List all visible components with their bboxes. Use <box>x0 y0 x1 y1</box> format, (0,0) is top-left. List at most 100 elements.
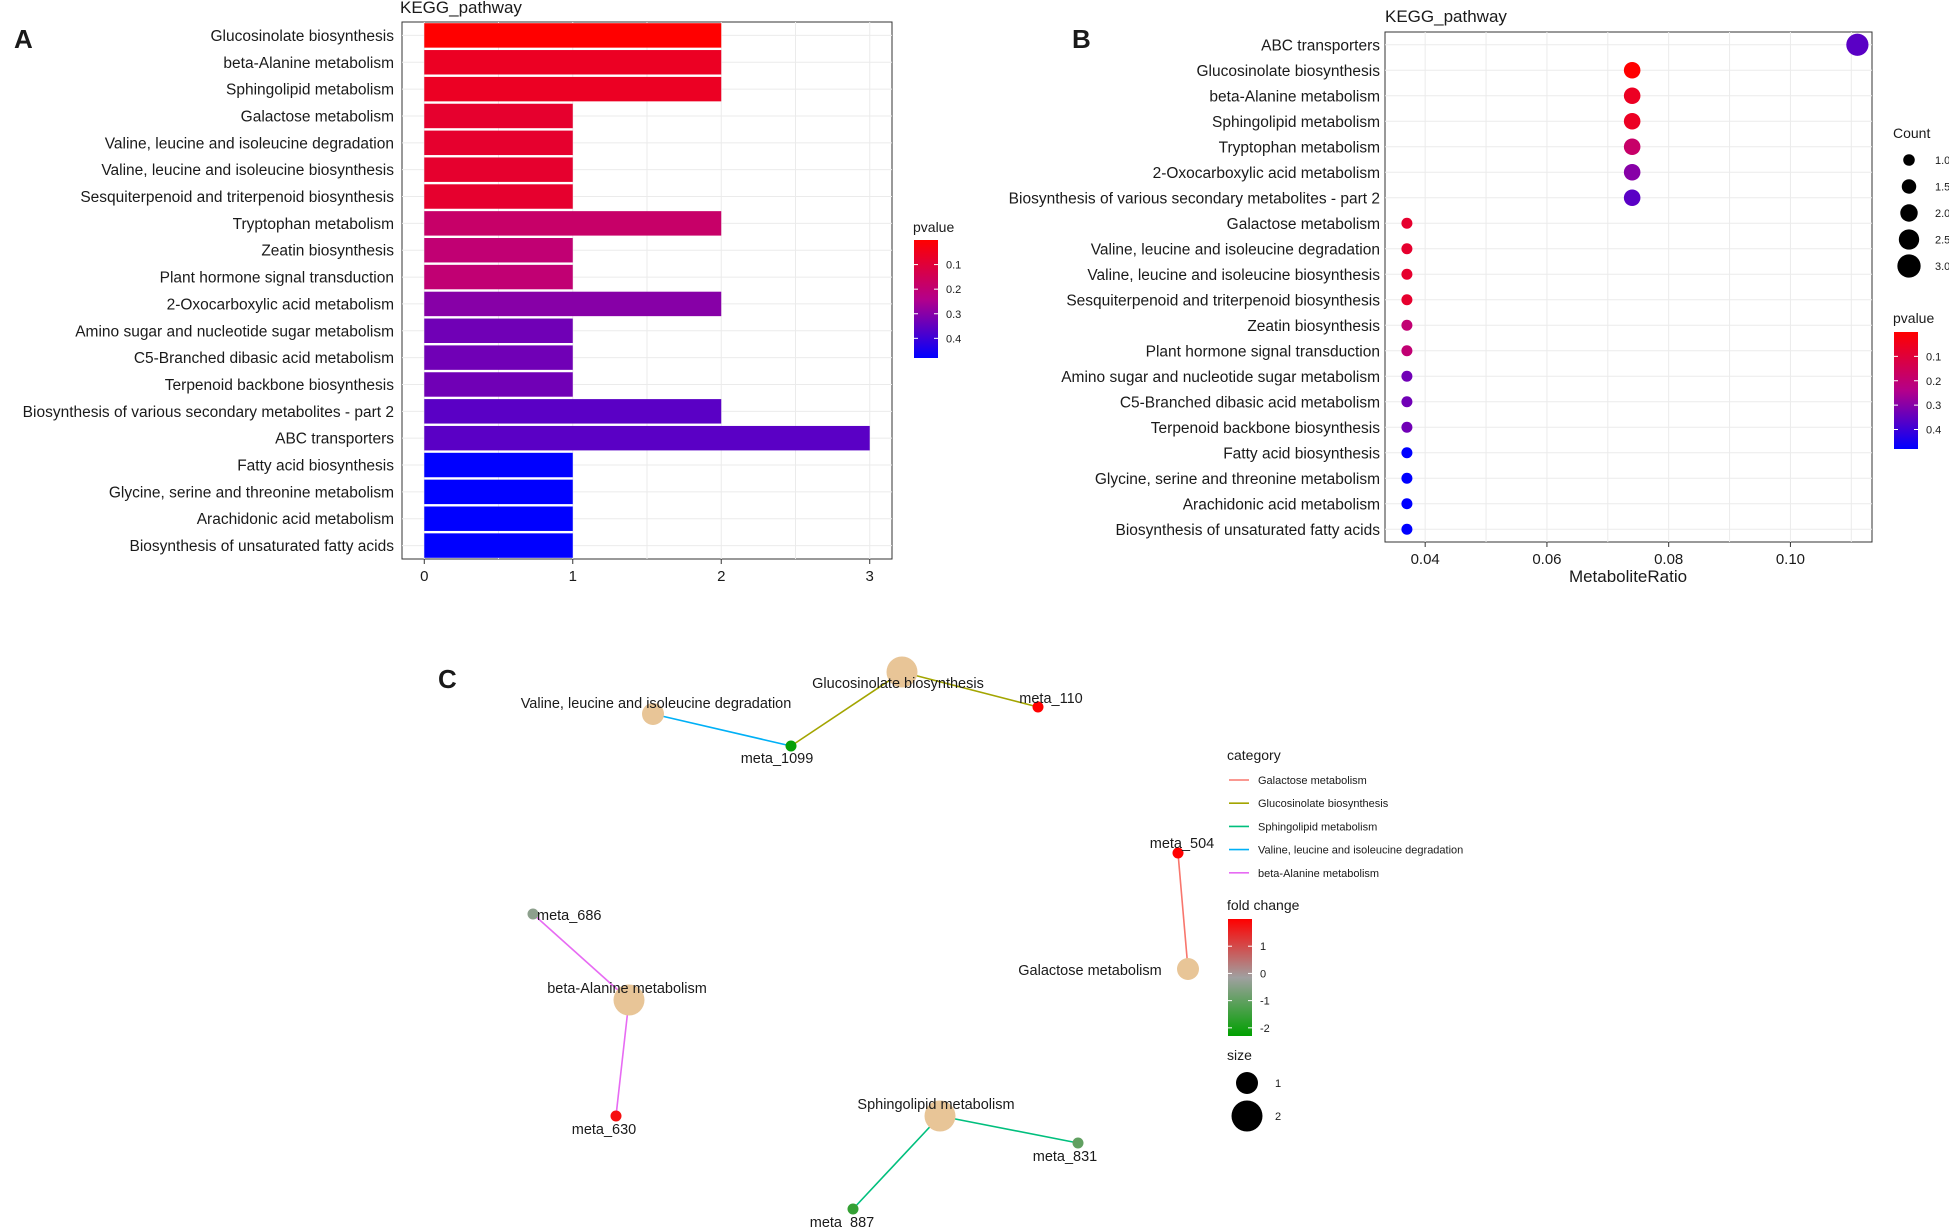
panel-a-bar <box>424 211 722 236</box>
panel-c-size-legend-dot <box>1231 1100 1263 1132</box>
panel-a-y-label: Biosynthesis of unsaturated fatty acids <box>129 538 394 555</box>
panel-a-bar <box>424 372 573 397</box>
panel-c-size-legend-dot <box>1236 1072 1258 1094</box>
panel-a-bars <box>424 23 870 558</box>
panel-c-metabolite-node <box>1172 847 1184 859</box>
panel-b-count-legend-title: Count <box>1893 125 1930 141</box>
panel-c-category-legend-label: Sphingolipid metabolism <box>1258 821 1377 833</box>
panel-c-edge <box>901 671 1039 708</box>
panel-b-dot <box>1401 421 1413 433</box>
panel-a-x-tick-label: 0 <box>420 568 428 585</box>
panel-c-edge <box>939 1115 1079 1144</box>
panel-b-y-label: C5-Branched dibasic acid metabolism <box>1120 394 1380 411</box>
panel-b-count-legend: Count 1.0 1.5 2.0 2.5 3.0 <box>1893 125 1949 278</box>
panel-a-legend-colorbar <box>914 240 938 358</box>
panel-b-dot <box>1401 447 1413 459</box>
panel-b-y-label: Sesquiterpenoid and triterpenoid biosynt… <box>1066 292 1380 309</box>
panel-a-y-label: Valine, leucine and isoleucine degradati… <box>105 135 394 152</box>
panel-a-y-label: Zeatin biosynthesis <box>261 243 394 260</box>
panel-b-y-label: Galactose metabolism <box>1227 216 1380 233</box>
panel-a-bar <box>424 399 722 424</box>
panel-a-pvalue-legend: pvalue 0.1 0.2 0.3 0.4 <box>913 219 961 358</box>
panel-b-y-label: ABC transporters <box>1261 37 1380 54</box>
panel-c-size-legend-label: 1 <box>1275 1078 1281 1090</box>
panel-b-title: KEGG_pathway <box>1385 7 1507 26</box>
panel-b-y-label: Valine, leucine and isoleucine degradati… <box>1091 241 1380 258</box>
panel-a-y-labels: Glucosinolate biosynthesis beta-Alanine m… <box>23 28 395 555</box>
panel-a-title: KEGG_pathway <box>400 0 522 17</box>
panel-b-y-label: Valine, leucine and isoleucine biosynthe… <box>1087 267 1380 284</box>
panel-c-edge <box>532 913 630 1001</box>
panel-b-legend-tick-label: 0.4 <box>1926 425 1941 437</box>
panel-b-dot-plot: B KEGG_pathway ABC transporters Glucosino… <box>1009 7 1949 586</box>
panel-a-bar <box>424 157 573 182</box>
panel-a-y-label: ABC transporters <box>275 431 394 448</box>
panel-a-y-label: C5-Branched dibasic acid metabolism <box>134 350 394 367</box>
panel-c-metabolite-node <box>785 740 797 752</box>
panel-c-network: C Glucosinolate biosynthesis Valine, leuc… <box>438 656 1463 1228</box>
panel-c-metabolite-node <box>1072 1137 1084 1149</box>
panel-c-metabolite-label: meta_504 <box>1150 836 1215 852</box>
panel-b-count-legend-dot <box>1900 204 1918 222</box>
panel-a-y-label: Terpenoid backbone biosynthesis <box>165 377 394 394</box>
panel-b-dot <box>1623 189 1641 207</box>
panel-a-legend-ticks: 0.1 0.2 0.3 0.4 <box>914 260 961 345</box>
panel-c-edge <box>852 1115 941 1210</box>
panel-c-fold-change-tick-label: -2 <box>1260 1023 1270 1035</box>
panel-b-plot-area <box>1384 31 1873 543</box>
panel-b-legend-tick-label: 0.1 <box>1926 351 1941 363</box>
panel-c-pathway-node <box>613 984 645 1016</box>
panel-c-fold-change-legend-ticks: 1 0 -1 -2 <box>1228 941 1270 1035</box>
panel-a-bar <box>424 23 722 48</box>
panel-a-y-label: Sphingolipid metabolism <box>226 82 394 99</box>
panel-b-dot <box>1401 523 1413 535</box>
panel-b-dot <box>1401 294 1413 306</box>
panel-b-pvalue-legend-title: pvalue <box>1893 310 1934 326</box>
panel-b-dots <box>1401 33 1869 535</box>
panel-b-dot <box>1401 243 1413 255</box>
panel-c-pathway-label: Valine, leucine and isoleucine degradati… <box>521 696 792 712</box>
panel-c-fold-change-tick-label: 0 <box>1260 968 1266 980</box>
panel-b-dot <box>1623 112 1641 130</box>
panel-c-edge <box>652 713 792 747</box>
panel-label-b: B <box>1072 24 1091 54</box>
panel-b-dot <box>1401 319 1413 331</box>
panel-b-x-ticks: 0.04 0.06 0.08 0.10 <box>1411 542 1805 568</box>
panel-b-y-label: Arachidonic acid metabolism <box>1183 496 1380 513</box>
panel-a-y-label: Arachidonic acid metabolism <box>197 511 394 528</box>
panel-c-metabolite-label: meta_1099 <box>741 751 814 767</box>
panel-c-category-legend-label: Galactose metabolism <box>1258 775 1367 787</box>
panel-a-x-tick-label: 3 <box>866 568 874 585</box>
panel-a-y-label: Galactose metabolism <box>241 108 394 125</box>
panel-a-bar <box>424 184 573 209</box>
panel-b-dot <box>1401 370 1413 382</box>
panel-c-category-legend-title: category <box>1227 747 1281 763</box>
panel-a-bar <box>424 533 573 558</box>
panel-b-x-tick-label: 0.06 <box>1532 551 1561 568</box>
panel-c-metabolite-node <box>527 908 539 920</box>
panel-a-y-label: Sesquiterpenoid and triterpenoid biosynt… <box>80 189 394 206</box>
panel-c-metabolite-label: meta_831 <box>1033 1149 1098 1165</box>
panel-b-legend-colorbar <box>1894 332 1918 449</box>
panel-b-y-label: Tryptophan metabolism <box>1219 139 1380 156</box>
panel-a-y-label: Valine, leucine and isoleucine biosynthe… <box>101 162 394 179</box>
panel-c-size-legend: size 12 <box>1227 1047 1281 1132</box>
panel-a-legend-tick-label: 0.1 <box>946 260 961 272</box>
panel-c-metabolite-label: meta_686 <box>537 908 602 924</box>
panel-b-count-legend-dot <box>1901 179 1917 194</box>
panel-b-dot <box>1401 345 1413 357</box>
panel-b-x-tick-label: 0.10 <box>1776 551 1805 568</box>
panel-b-x-axis-title: MetaboliteRatio <box>1569 567 1687 586</box>
panel-a-y-label: Biosynthesis of various secondary metabo… <box>23 404 394 421</box>
panel-c-nodes <box>527 656 1199 1215</box>
panel-a-bar <box>424 238 573 263</box>
panel-a-legend-tick-label: 0.4 <box>946 333 961 345</box>
panel-c-pathway-node <box>642 703 664 725</box>
panel-b-dot <box>1401 396 1413 408</box>
panel-c-category-legend-label: beta-Alanine metabolism <box>1258 868 1379 880</box>
panel-b-count-legend-label: 2.0 <box>1935 208 1949 220</box>
panel-a-bar <box>424 506 573 531</box>
panel-a-y-label: Plant hormone signal transduction <box>160 270 394 287</box>
panel-a-bar <box>424 291 722 317</box>
panel-c-fold-change-colorbar <box>1228 919 1252 1036</box>
